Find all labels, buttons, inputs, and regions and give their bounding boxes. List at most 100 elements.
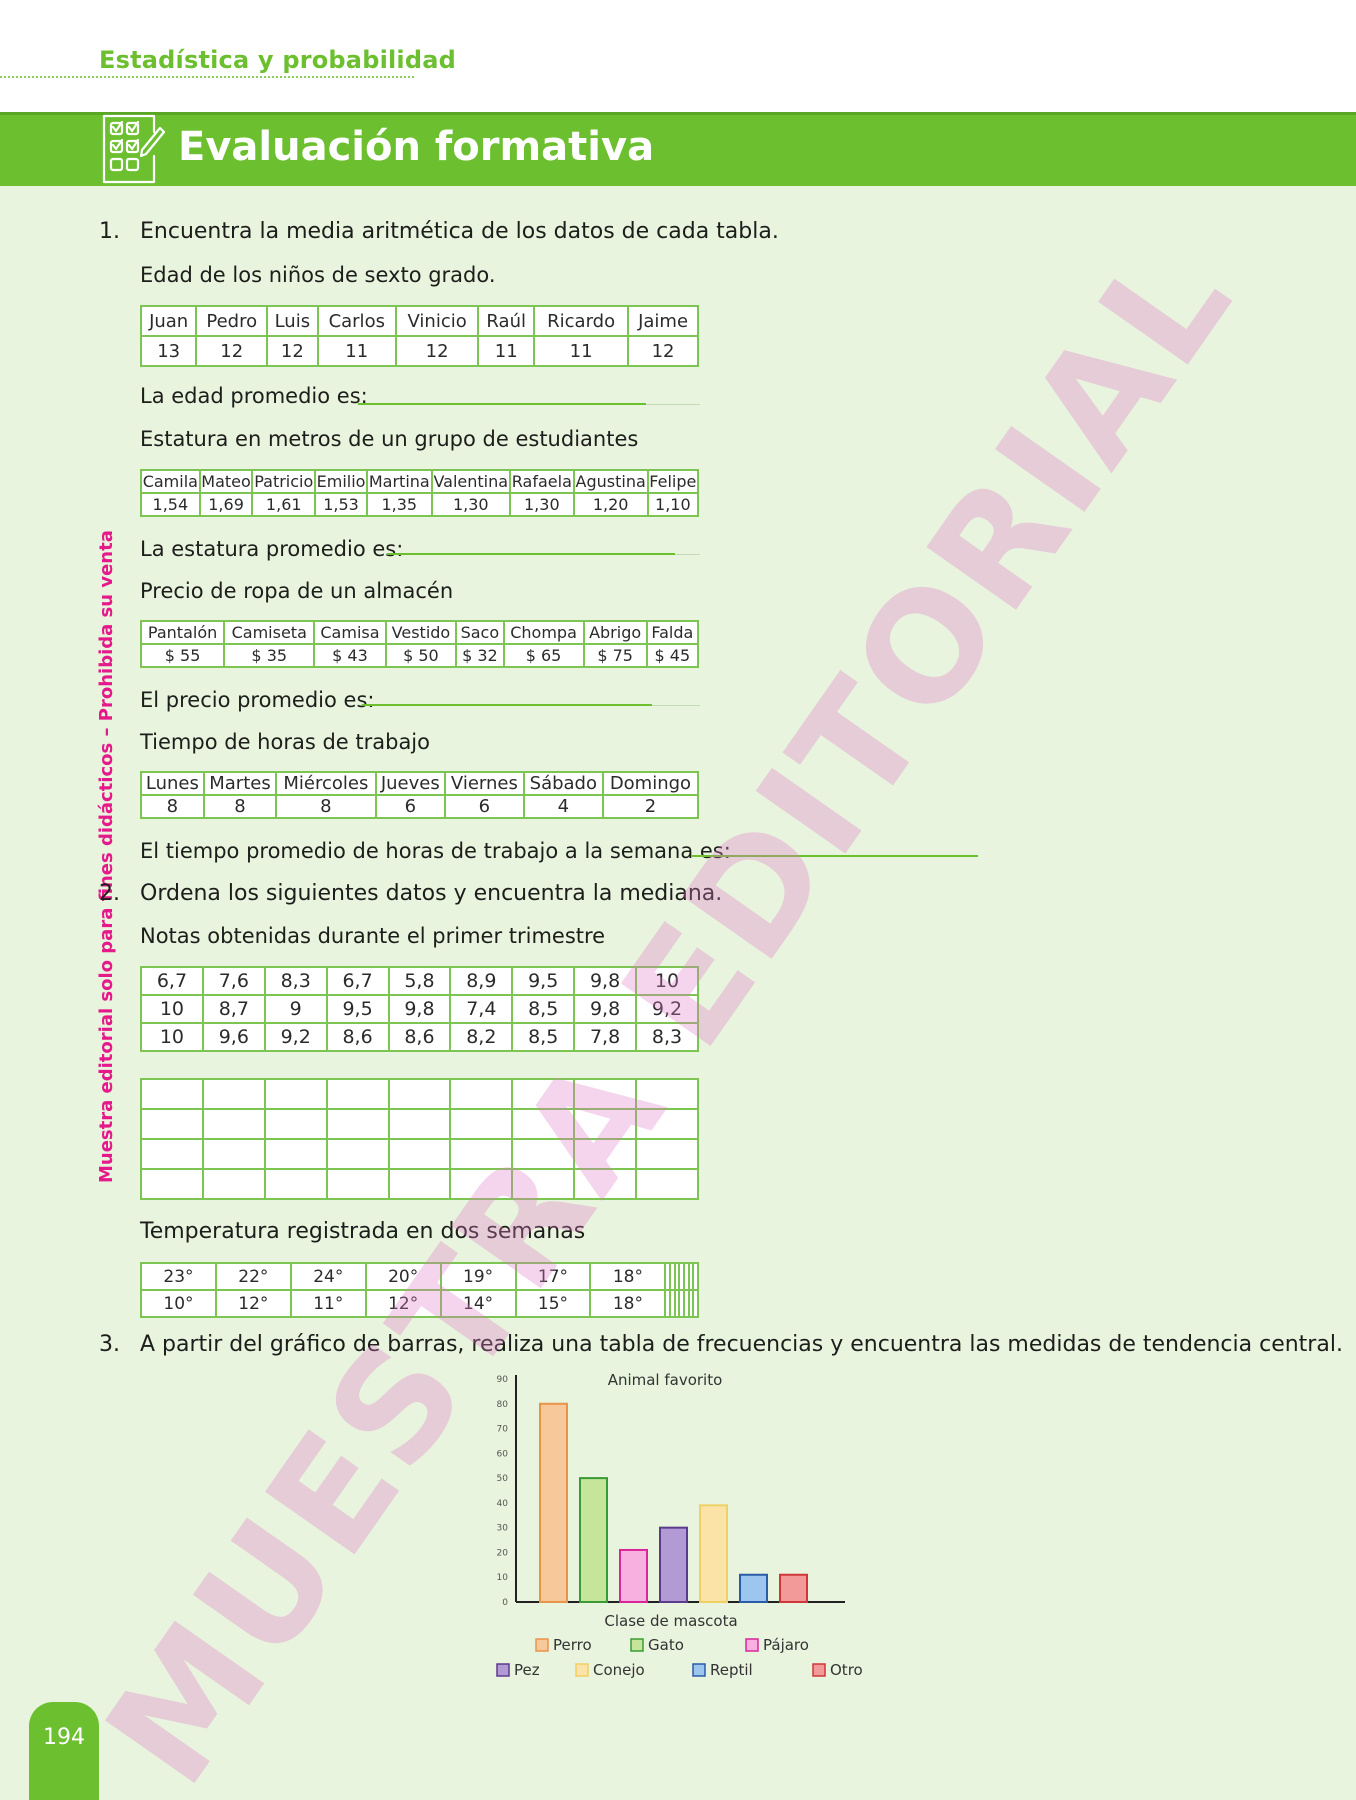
table-cell[interactable] xyxy=(325,1168,390,1200)
table-cell[interactable] xyxy=(201,1138,266,1170)
table-cell: 11 xyxy=(477,335,536,367)
table-cell[interactable] xyxy=(387,1168,452,1200)
table-cell: 1,61 xyxy=(251,492,317,517)
table-cell[interactable] xyxy=(635,1078,699,1110)
table-cell: Emilio xyxy=(314,469,369,494)
prices-table: Pantalón Camiseta Camisa Vestido Saco Chompa A… xyxy=(139,620,700,668)
table-cell: 1,53 xyxy=(314,492,369,517)
header-row: Camila Mateo Patricio Emilio Martina Valentin… xyxy=(140,469,700,494)
legend-label: Pez xyxy=(514,1661,540,1679)
table-cell: Patricio xyxy=(251,469,317,494)
heights-table: Camila Mateo Patricio Emilio Martina Valentin… xyxy=(140,469,700,517)
prices-answer-label: El precio promedio es: xyxy=(140,688,375,712)
table-cell: 24° xyxy=(289,1262,367,1291)
table-cell[interactable] xyxy=(449,1168,514,1200)
table-cell[interactable] xyxy=(573,1168,637,1200)
prices-answer-line[interactable] xyxy=(362,704,652,706)
table-cell: Jaime xyxy=(627,305,699,337)
table-cell: 8,6 xyxy=(387,1022,452,1052)
table-cell[interactable] xyxy=(692,1289,699,1318)
grades-ordered-table[interactable] xyxy=(140,1078,699,1200)
table-cell[interactable] xyxy=(140,1168,204,1200)
table-cell[interactable] xyxy=(263,1078,328,1110)
heights-answer-line[interactable] xyxy=(387,553,675,555)
table-cell[interactable] xyxy=(263,1168,328,1200)
table-cell[interactable] xyxy=(387,1108,452,1140)
table-cell: Valentina xyxy=(430,469,511,494)
title-bar xyxy=(0,112,1356,186)
table-cell: 8,7 xyxy=(201,994,266,1024)
table-cell: Sábado xyxy=(522,771,604,796)
legend-label: Conejo xyxy=(593,1661,645,1679)
table-cell[interactable] xyxy=(573,1108,637,1140)
chart-title: Animal favorito xyxy=(608,1371,723,1389)
table-cell[interactable] xyxy=(325,1108,390,1140)
table-cell: 14° xyxy=(439,1289,517,1318)
table-cell: $ 75 xyxy=(582,643,648,668)
ages-caption: Edad de los niños de sexto grado. xyxy=(140,263,496,287)
table-cell: Camila xyxy=(140,469,201,494)
header-row: Lunes Martes Miércoles Jueves Viernes Sábado D… xyxy=(140,771,700,796)
value-row: 1,54 1,69 1,61 1,53 1,35 1,30 1,30 1,20 1,10 xyxy=(140,492,700,517)
legend-label: Gato xyxy=(648,1636,684,1654)
table-cell: 1,54 xyxy=(140,492,201,517)
table-cell[interactable] xyxy=(140,1138,204,1170)
table-cell[interactable] xyxy=(511,1108,576,1140)
table-cell: 1,35 xyxy=(366,492,433,517)
table-cell: Viernes xyxy=(444,771,525,796)
table-cell: 9,2 xyxy=(263,1022,328,1052)
legend-label: Pájaro xyxy=(763,1636,809,1654)
table-cell: 5,8 xyxy=(387,966,452,996)
table-cell: Jueves xyxy=(374,771,447,796)
table-cell: 1,10 xyxy=(646,492,700,517)
table-cell[interactable] xyxy=(449,1108,514,1140)
table-cell: Vestido xyxy=(384,620,458,645)
table-cell[interactable] xyxy=(635,1138,699,1170)
table-cell[interactable] xyxy=(511,1138,576,1170)
legend-swatch xyxy=(535,1638,549,1652)
table-cell[interactable] xyxy=(263,1138,328,1170)
table-cell[interactable] xyxy=(449,1078,514,1110)
table-cell: $ 35 xyxy=(223,643,316,668)
hours-answer-label: El tiempo promedio de horas de trabajo a… xyxy=(140,839,731,863)
ages-answer-line[interactable] xyxy=(358,403,646,405)
table-cell[interactable] xyxy=(325,1078,390,1110)
table-cell[interactable] xyxy=(573,1078,637,1110)
table-cell[interactable] xyxy=(325,1138,390,1170)
table-cell[interactable] xyxy=(201,1108,266,1140)
y-tick-label: 50 xyxy=(497,1474,509,1484)
table-cell[interactable] xyxy=(201,1168,266,1200)
table-cell[interactable] xyxy=(511,1078,576,1110)
table-cell[interactable] xyxy=(511,1168,576,1200)
table-cell: 2 xyxy=(601,794,700,819)
table-cell[interactable] xyxy=(635,1168,699,1200)
table-cell: 8,2 xyxy=(449,1022,514,1052)
table-cell: 6,7 xyxy=(140,966,204,996)
table-cell[interactable] xyxy=(635,1108,699,1140)
table-cell: Carlos xyxy=(316,305,397,337)
legend-label: Reptil xyxy=(710,1661,753,1679)
table-cell: Saco xyxy=(455,620,505,645)
legend-swatch xyxy=(630,1638,644,1652)
table-cell[interactable] xyxy=(140,1108,204,1140)
table-cell: Pantalón xyxy=(139,620,226,645)
question-2-prompt: Ordena los siguientes datos y encuentra … xyxy=(140,881,723,906)
table-cell: 8 xyxy=(202,794,278,819)
table-cell[interactable] xyxy=(263,1108,328,1140)
table-cell: Luis xyxy=(266,305,319,337)
table-cell[interactable] xyxy=(692,1262,699,1291)
table-cell[interactable] xyxy=(387,1078,452,1110)
table-cell[interactable] xyxy=(449,1138,514,1170)
table-cell: 12 xyxy=(266,335,319,367)
table-cell[interactable] xyxy=(201,1078,266,1110)
table-cell[interactable] xyxy=(140,1078,204,1110)
table-cell: 9,8 xyxy=(573,994,637,1024)
table-row: 10° 12° 11° 12° 14° 15° 18° xyxy=(140,1289,699,1318)
table-cell: 10 xyxy=(635,966,699,996)
hours-answer-line[interactable] xyxy=(692,855,978,857)
table-cell[interactable] xyxy=(387,1138,452,1170)
table-row: 6,7 7,6 8,3 6,7 5,8 8,9 9,5 9,8 10 xyxy=(140,966,699,996)
table-cell[interactable] xyxy=(573,1138,637,1170)
table-cell: 8,3 xyxy=(635,1022,699,1052)
value-row: 13 12 12 11 12 11 11 12 xyxy=(139,335,699,367)
